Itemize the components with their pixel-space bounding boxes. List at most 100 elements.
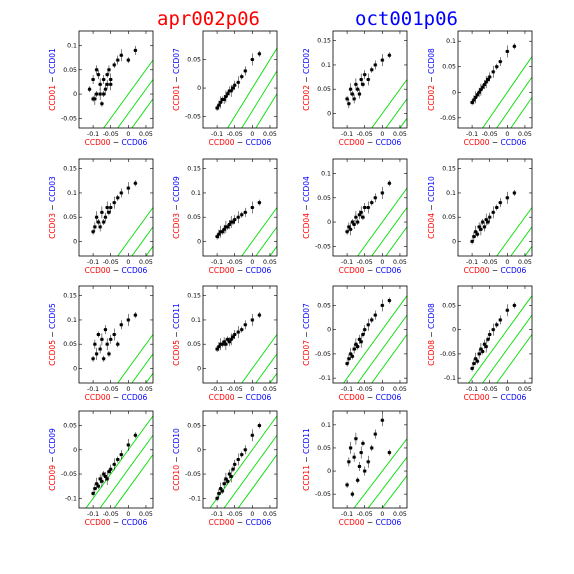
data-point — [133, 181, 137, 185]
data-point — [103, 215, 107, 219]
x-tick-label: -0.1 — [211, 259, 223, 266]
y-label-minus: − — [427, 74, 436, 85]
y-tick-label: -0.05 — [315, 243, 331, 250]
x-label-ccd-b: CCD06 — [376, 266, 402, 275]
x-tick-label: -0.05 — [357, 259, 373, 266]
data-point — [98, 347, 102, 351]
data-point — [100, 337, 104, 341]
x-tick-label: -0.1 — [341, 131, 353, 138]
data-point — [119, 53, 123, 57]
reference-line — [131, 98, 153, 128]
x-label-ccd-b: CCD06 — [246, 393, 272, 402]
y-tick-label: 0.05 — [317, 445, 331, 452]
data-point — [359, 78, 363, 81]
y-label-ccd-a: CCD03 — [172, 213, 181, 239]
y-label-ccd-b: CCD11 — [302, 428, 311, 454]
data-point — [474, 95, 478, 99]
data-point — [380, 303, 384, 307]
y-label-ccd-a: CCD01 — [172, 85, 181, 111]
data-point — [103, 328, 107, 332]
y-axis-label: CCD05 − CCD05 — [48, 303, 57, 366]
x-axis-label: CCD00 − CCD06 — [464, 138, 527, 147]
y-tick-label: 0.1 — [321, 171, 331, 178]
x-label-ccd-b: CCD06 — [122, 266, 148, 275]
data-point — [231, 467, 235, 471]
data-point — [96, 73, 100, 77]
y-tick-label: 0.05 — [317, 86, 331, 93]
y-tick-label: 0.05 — [442, 64, 456, 71]
data-point — [133, 313, 137, 317]
chart-panel-7: -0.1 -0.05 0 0.05 -0.05 0 0.05 0.1 CCD00 − CCD06… — [302, 158, 408, 275]
x-label-minus: − — [364, 266, 375, 275]
x-tick-label: -0.1 — [211, 386, 223, 393]
data-point — [357, 337, 361, 341]
data-point — [240, 453, 244, 457]
reference-line — [468, 295, 532, 383]
y-label-ccd-a: CCD09 — [48, 465, 57, 491]
reference-line — [482, 56, 532, 128]
plot-frame — [202, 30, 278, 129]
data-point — [491, 70, 495, 74]
y-axis-label: CCD01 − CCD07 — [172, 48, 181, 111]
data-point — [226, 337, 230, 341]
data-point — [361, 215, 365, 219]
data-point — [350, 354, 354, 358]
data-point — [119, 453, 123, 457]
data-point — [257, 313, 261, 317]
data-point — [495, 206, 499, 209]
data-point — [229, 474, 233, 478]
y-tick-label: 0.05 — [317, 195, 331, 202]
data-point — [217, 232, 221, 236]
x-label-ccd-b: CCD06 — [501, 138, 527, 147]
reference-line — [209, 415, 277, 508]
x-label-ccd-b: CCD06 — [501, 393, 527, 402]
y-tick-label: 0.05 — [187, 341, 201, 348]
y-axis-label: CCD01 − CCD01 — [48, 48, 57, 111]
data-point — [102, 78, 106, 81]
x-label-minus: − — [489, 266, 500, 275]
y-tick-label: -0.1 — [444, 375, 456, 382]
y-label-minus: − — [48, 202, 57, 213]
data-point — [217, 103, 221, 107]
y-tick-label: -0.05 — [61, 471, 77, 478]
data-point — [91, 97, 95, 101]
reference-line — [381, 475, 407, 508]
data-point — [107, 210, 111, 214]
data-point — [229, 89, 233, 93]
data-point — [363, 73, 367, 77]
reference-line — [385, 98, 407, 128]
data-point — [93, 342, 97, 346]
data-point — [370, 318, 374, 322]
reference-line — [227, 47, 277, 128]
y-tick-label: 0 — [73, 365, 77, 372]
x-label-ccd-b: CCD06 — [246, 266, 272, 275]
x-axis-label: CCD00 − CCD06 — [85, 518, 148, 527]
x-label-ccd-a: CCD00 — [339, 138, 365, 147]
data-point — [112, 201, 116, 205]
x-tick-label: -0.1 — [466, 131, 478, 138]
data-point — [373, 63, 377, 67]
x-tick-label: -0.1 — [211, 511, 223, 518]
data-point — [356, 345, 360, 349]
y-tick-label: 0.05 — [187, 423, 201, 430]
y-tick-label: 0.05 — [442, 302, 456, 309]
y-label-minus: − — [172, 454, 181, 465]
x-tick-label: 0 — [380, 386, 384, 393]
data-point — [352, 347, 356, 351]
x-label-ccd-a: CCD00 — [85, 518, 111, 527]
x-tick-label: -0.05 — [227, 511, 243, 518]
data-point — [505, 308, 509, 312]
x-tick-label: 0.05 — [393, 386, 407, 393]
reference-line — [496, 76, 532, 128]
data-point — [219, 100, 223, 104]
y-label-minus: − — [302, 202, 311, 213]
x-tick-label: -0.05 — [103, 259, 119, 266]
data-point — [380, 58, 384, 62]
y-label-minus: − — [48, 454, 57, 465]
data-point — [505, 196, 509, 200]
y-tick-label: -0.05 — [440, 115, 456, 122]
x-axis-label: CCD00 − CCD06 — [464, 266, 527, 275]
